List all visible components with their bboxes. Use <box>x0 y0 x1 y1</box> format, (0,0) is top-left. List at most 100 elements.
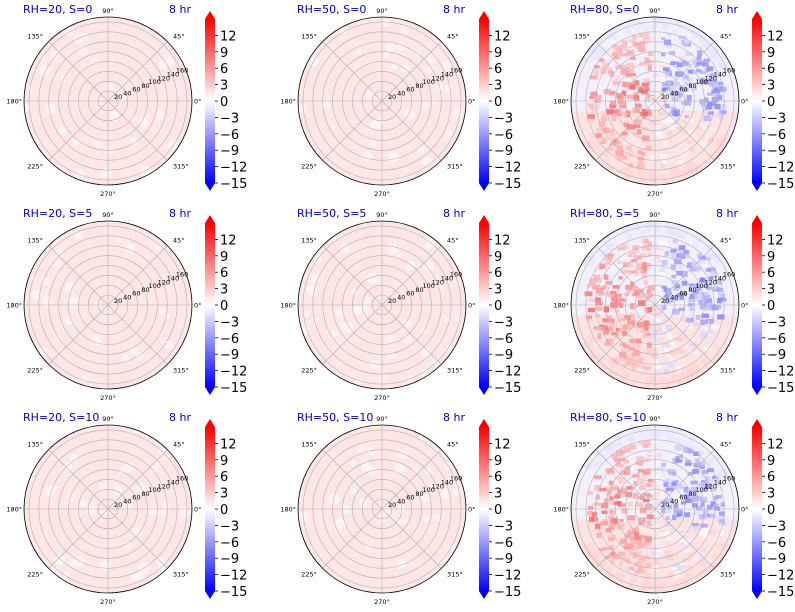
heatmap-cell <box>664 550 670 555</box>
heatmap-cell <box>132 362 141 371</box>
heatmap-cell <box>660 507 666 514</box>
heatmap-cell <box>678 160 685 165</box>
heatmap-cell <box>695 574 701 580</box>
radial-tick-label: 120 <box>705 74 717 82</box>
heatmap-cell <box>722 338 728 344</box>
heatmap-cell <box>682 446 688 453</box>
heatmap-cell <box>649 95 655 102</box>
heatmap-cell <box>134 448 143 457</box>
heatmap-cell <box>420 347 432 358</box>
polar-frame <box>23 16 193 186</box>
heatmap-cell <box>701 548 706 553</box>
heatmap-cell <box>131 304 138 311</box>
colorbar-tick-label: 6 <box>494 266 502 281</box>
heatmap-cell <box>683 571 693 581</box>
heatmap-cell <box>638 557 646 561</box>
radial-tick-label: 20 <box>114 501 122 509</box>
heatmap-cell <box>622 131 628 136</box>
colorbar-extend-top <box>479 419 489 427</box>
heatmap-cell <box>690 58 698 63</box>
heatmap-cell <box>709 127 717 131</box>
heatmap-cell <box>334 518 346 529</box>
heatmap-cell <box>668 334 673 340</box>
heatmap-cell <box>616 460 621 467</box>
heatmap-cell <box>604 546 612 550</box>
heatmap-cell <box>689 337 696 341</box>
heatmap-cell <box>702 496 708 502</box>
heatmap-cell <box>160 508 167 514</box>
heatmap-cell <box>620 349 627 353</box>
heatmap-cell <box>595 302 603 306</box>
colorbar-tick-label: −6 <box>220 128 239 143</box>
heatmap-cell <box>429 481 437 489</box>
heatmap-cell <box>673 552 679 558</box>
colorbar-tick-label: −6 <box>767 332 786 347</box>
heatmap-cell <box>456 329 462 335</box>
heatmap-cell <box>328 554 334 560</box>
heatmap-cell <box>620 470 626 475</box>
heatmap-cell <box>696 554 704 559</box>
heatmap-cell <box>644 307 650 313</box>
heatmap-cell <box>658 485 664 490</box>
heatmap-cell <box>691 33 698 40</box>
heatmap-cell <box>372 554 380 561</box>
heatmap-cell <box>696 55 702 60</box>
heatmap-cell <box>602 442 608 448</box>
colorbar-tick-label: −6 <box>494 128 513 143</box>
heatmap-cell <box>611 165 617 171</box>
heatmap-cell <box>628 162 634 169</box>
heatmap-cell <box>625 284 632 290</box>
heatmap-cell <box>655 291 661 295</box>
angular-grid-line <box>381 100 442 161</box>
heatmap-cell <box>657 337 665 343</box>
heatmap-cell <box>619 538 627 544</box>
heatmap-cell <box>686 317 694 323</box>
heatmap-cell <box>352 20 360 28</box>
heatmap-cell <box>659 173 668 182</box>
heatmap-cell <box>678 245 686 250</box>
heatmap-cell <box>664 530 670 536</box>
colorbar-gradient <box>205 427 215 591</box>
heatmap-cell <box>705 268 711 272</box>
heatmap-cell <box>154 243 162 251</box>
radial-tick-label: 160 <box>176 67 188 75</box>
heatmap-cell <box>32 128 40 136</box>
colorbar-tick-label: −9 <box>767 552 786 567</box>
heatmap-cell <box>616 145 624 149</box>
heatmap-cell <box>591 247 597 253</box>
angular-grid-line <box>322 100 383 161</box>
heatmap-cell <box>629 527 635 534</box>
heatmap-cell <box>654 124 662 131</box>
heatmap-cell <box>679 370 689 380</box>
heatmap-cell <box>656 44 663 50</box>
angle-tick-label: 90° <box>376 211 388 219</box>
heatmap-cell <box>630 259 638 263</box>
heatmap-cell <box>683 486 689 493</box>
heatmap-cell <box>422 322 431 331</box>
heatmap-cell <box>56 472 66 482</box>
heatmap-cell <box>690 486 697 493</box>
heatmap-cell <box>651 542 656 548</box>
angular-grid-line <box>595 100 656 161</box>
heatmap-cell <box>393 462 405 474</box>
heatmap-cell <box>82 83 91 92</box>
heatmap-cell <box>684 253 690 259</box>
heatmap-cell <box>653 359 659 364</box>
heatmap-cell <box>595 523 601 530</box>
heatmap-cell <box>665 325 673 331</box>
heatmap-cell <box>653 563 659 568</box>
heatmap-cell <box>640 253 647 258</box>
heatmap-cell <box>76 310 88 322</box>
heatmap-cell <box>682 271 688 276</box>
heatmap-cell <box>646 36 651 42</box>
heatmap-cell <box>624 466 631 472</box>
heatmap-cell <box>630 536 635 541</box>
heatmap-cell <box>452 272 459 279</box>
heatmap-cell <box>664 347 673 353</box>
heatmap-cell <box>617 260 623 264</box>
colorbar-tick-label: −3 <box>494 519 513 534</box>
heatmap-cell <box>601 510 608 514</box>
heatmap-cell <box>625 533 631 538</box>
heatmap-cell <box>682 87 689 92</box>
colorbar: 12 96 30−3 −6−9 −12−15 <box>205 11 247 192</box>
